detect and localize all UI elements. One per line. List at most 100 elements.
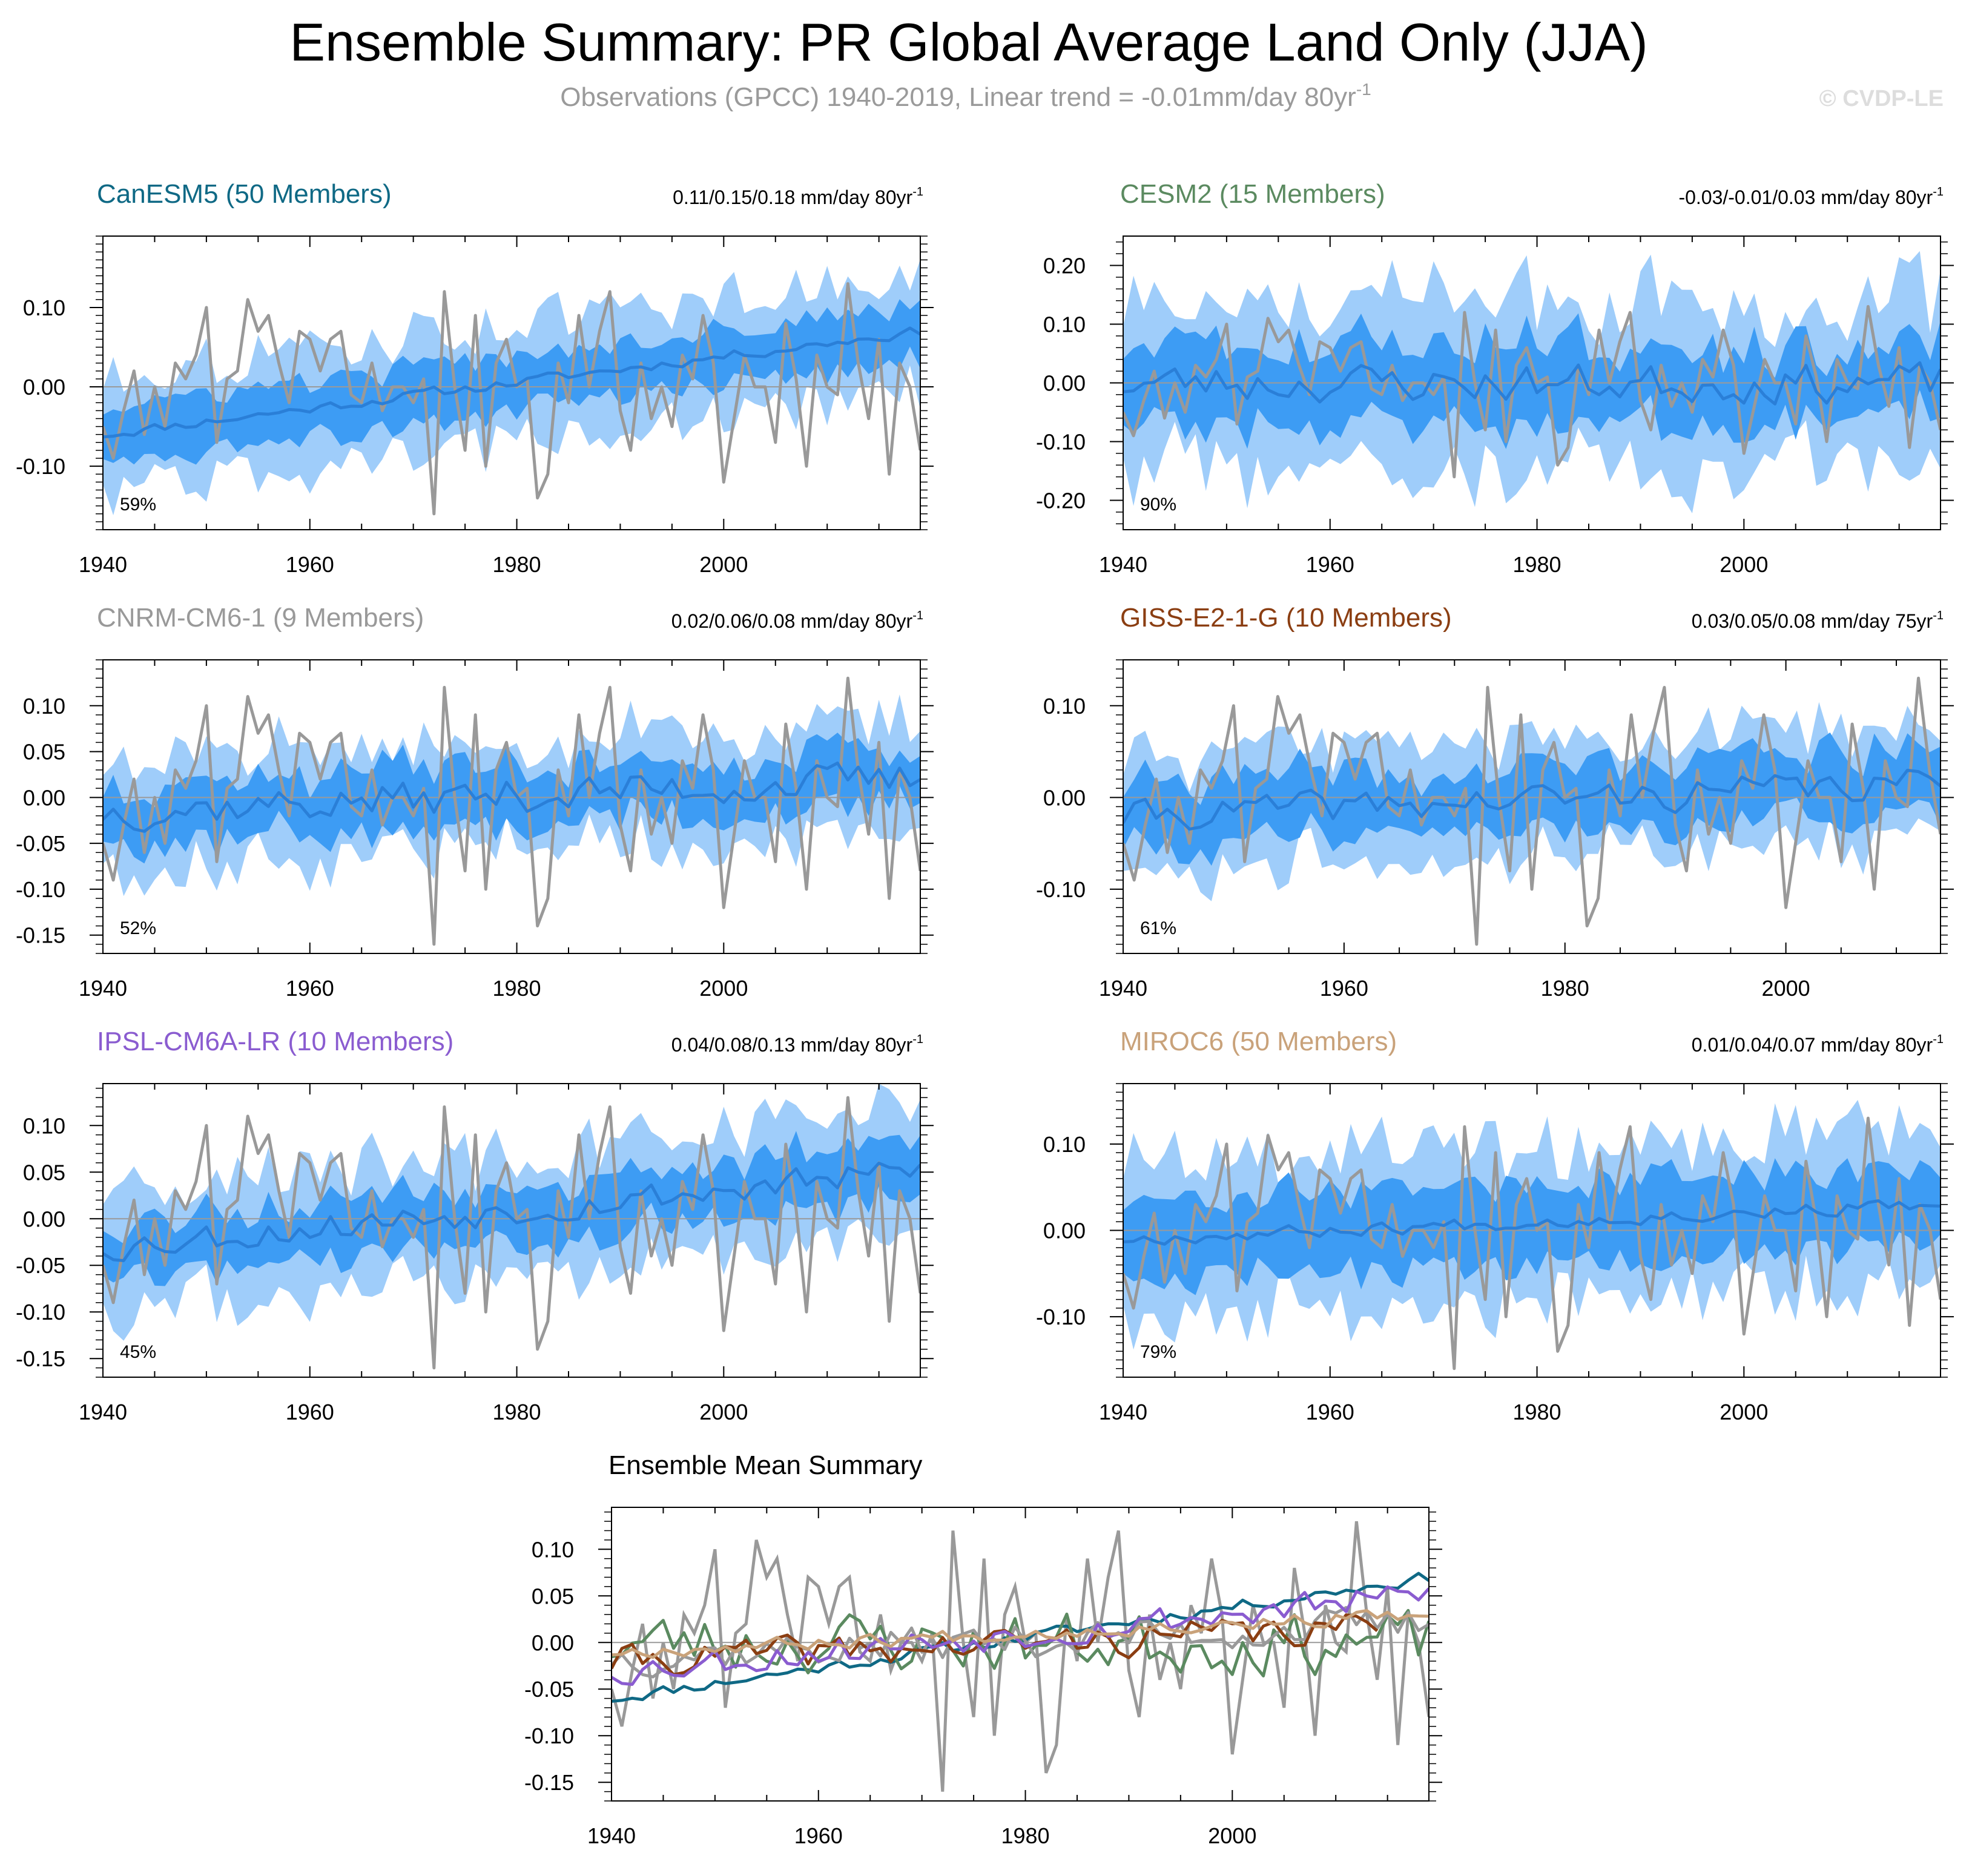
plot-frame	[102, 235, 921, 530]
y-tick-label: -0.10	[524, 1723, 574, 1748]
trend-text: -0.03/-0.01/0.03 mm/day 80yr	[1678, 186, 1933, 208]
panel-ipsl-cm6a-lr: IPSL-CM6A-LR (10 Members) 0.04/0.08/0.13 …	[16, 1027, 934, 1424]
percent-label: 79%	[1140, 1342, 1176, 1362]
ensemble-mean-line	[1123, 768, 1941, 831]
y-tick-label: -0.15	[524, 1770, 574, 1795]
y-tick-label: 0.00	[23, 375, 65, 400]
plot-area	[1123, 676, 1941, 946]
y-tick-label: -0.05	[16, 1253, 65, 1278]
trend-superscript: -1	[912, 1033, 923, 1046]
ensemble-spread-inner	[103, 299, 920, 465]
x-tick-label: 1980	[1512, 552, 1561, 577]
y-tick-label: 0.00	[23, 1206, 65, 1231]
plot-frame	[102, 1083, 921, 1378]
summary-line-miroc6	[612, 1609, 1429, 1659]
trend-superscript: -1	[912, 609, 923, 622]
trend-text: 0.01/0.04/0.07 mm/day 80yr	[1692, 1034, 1933, 1056]
x-tick-label: 1980	[492, 1400, 541, 1424]
ensemble-spread-inner	[103, 1131, 920, 1286]
y-tick-label: 0.10	[23, 694, 65, 719]
panel-cnrm-cm6-1: CNRM-CM6-1 (9 Members) 0.02/0.06/0.08 mm/…	[16, 603, 934, 1001]
y-tick-label: 0.05	[23, 1160, 65, 1185]
x-tick-label: 1940	[1099, 552, 1147, 577]
percent-label: 61%	[1140, 918, 1176, 938]
panel-title: CNRM-CM6-1 (9 Members)	[97, 603, 424, 633]
trend-label: 0.01/0.04/0.07 mm/day 80yr-1	[1692, 1033, 1944, 1056]
plot-area	[103, 676, 920, 946]
x-tick-label: 1940	[587, 1823, 636, 1848]
plot-area	[612, 1521, 1429, 1792]
y-tick-label: 0.10	[23, 295, 65, 320]
ensemble-mean-line	[1123, 1199, 1941, 1246]
panel-title: Ensemble Mean Summary	[608, 1450, 922, 1480]
ensemble-mean-line	[1123, 361, 1941, 406]
x-tick-label: 1960	[1320, 976, 1368, 1001]
ensemble-mean-line	[103, 1161, 920, 1262]
y-tick-label: -0.10	[16, 877, 65, 902]
y-tick-label: -0.10	[1036, 1305, 1086, 1329]
x-tick-label: 2000	[1720, 552, 1768, 577]
percent-label: 90%	[1140, 495, 1176, 515]
trend-superscript: -1	[1933, 1033, 1944, 1046]
summary-line-ipsl	[612, 1585, 1429, 1686]
y-tick-label: 0.10	[1043, 312, 1086, 337]
y-tick-label: 0.00	[23, 785, 65, 810]
x-tick-label: 1960	[1306, 1400, 1354, 1424]
x-tick-label: 2000	[699, 976, 748, 1001]
y-tick-label: -0.20	[1036, 489, 1086, 513]
x-tick-label: 1960	[286, 976, 334, 1001]
panel-canesm5: CanESM5 (50 Members) 0.11/0.15/0.18 mm/da…	[16, 179, 934, 577]
subtitle-superscript: -1	[1356, 80, 1371, 99]
plot-frame	[611, 1507, 1430, 1802]
x-tick-label: 2000	[1208, 1823, 1256, 1848]
trend-label: 0.11/0.15/0.18 mm/day 80yr-1	[673, 185, 923, 208]
plot-area	[103, 259, 920, 516]
summary-line-cnrm	[612, 1606, 1429, 1679]
subtitle-main: Observations (GPCC) 1940-2019, Linear tr…	[560, 82, 1356, 112]
watermark: © CVDP-LE	[1819, 86, 1944, 111]
x-tick-label: 1980	[492, 552, 541, 577]
y-tick-label: 0.00	[532, 1630, 574, 1655]
y-tick-label: 0.05	[532, 1584, 574, 1608]
trend-label: 0.02/0.06/0.08 mm/day 80yr-1	[671, 609, 923, 632]
trend-text: 0.04/0.08/0.13 mm/day 80yr	[671, 1034, 913, 1056]
x-tick-label: 1980	[1541, 976, 1589, 1001]
trend-text: 0.03/0.05/0.08 mm/day 75yr	[1692, 610, 1933, 632]
x-tick-label: 1960	[794, 1823, 843, 1848]
x-tick-label: 1980	[1001, 1823, 1049, 1848]
y-tick-label: -0.05	[16, 831, 65, 856]
y-tick-label: 0.10	[532, 1537, 574, 1562]
trend-superscript: -1	[912, 185, 923, 199]
observations-line	[103, 676, 920, 946]
y-tick-label: -0.05	[524, 1677, 574, 1702]
observations-line	[1123, 304, 1941, 479]
trend-label: -0.03/-0.01/0.03 mm/day 80yr-1	[1678, 185, 1944, 208]
y-tick-label: -0.10	[1036, 877, 1086, 902]
x-tick-label: 1940	[79, 552, 127, 577]
ensemble-mean-line	[103, 762, 920, 833]
x-tick-label: 1940	[1099, 1400, 1147, 1424]
panel-title: CESM2 (15 Members)	[1120, 179, 1385, 209]
panel-giss-e2-1-g: GISS-E2-1-G (10 Members) 0.03/0.05/0.08 m…	[1036, 603, 1954, 1001]
panel-cesm2: CESM2 (15 Members) -0.03/-0.01/0.03 mm/da…	[1036, 179, 1954, 577]
panel-ensemble-mean-summary: Ensemble Mean Summary 1940 1960 1980 2000 -0.…	[524, 1450, 1442, 1848]
panel-title: GISS-E2-1-G (10 Members)	[1120, 603, 1452, 633]
plot-area	[1123, 1100, 1941, 1371]
panel-miroc6: MIROC6 (50 Members) 0.01/0.04/0.07 mm/day…	[1036, 1027, 1954, 1424]
plot-area	[103, 1084, 920, 1370]
x-tick-label: 2000	[1762, 976, 1810, 1001]
ensemble-spread-inner	[103, 732, 920, 864]
ensemble-mean-line	[103, 326, 920, 439]
y-tick-label: -0.10	[1036, 430, 1086, 455]
y-tick-label: 0.10	[23, 1113, 65, 1138]
observations-line	[1123, 1116, 1941, 1371]
x-tick-label: 1980	[1512, 1400, 1561, 1424]
x-tick-label: 1940	[79, 1400, 127, 1424]
percent-label: 59%	[120, 495, 156, 515]
x-tick-label: 1980	[492, 976, 541, 1001]
y-tick-label: 0.00	[1043, 785, 1086, 810]
trend-superscript: -1	[1933, 609, 1944, 622]
y-tick-label: 0.05	[23, 740, 65, 765]
percent-label: 45%	[120, 1342, 156, 1362]
percent-label: 52%	[120, 918, 156, 938]
